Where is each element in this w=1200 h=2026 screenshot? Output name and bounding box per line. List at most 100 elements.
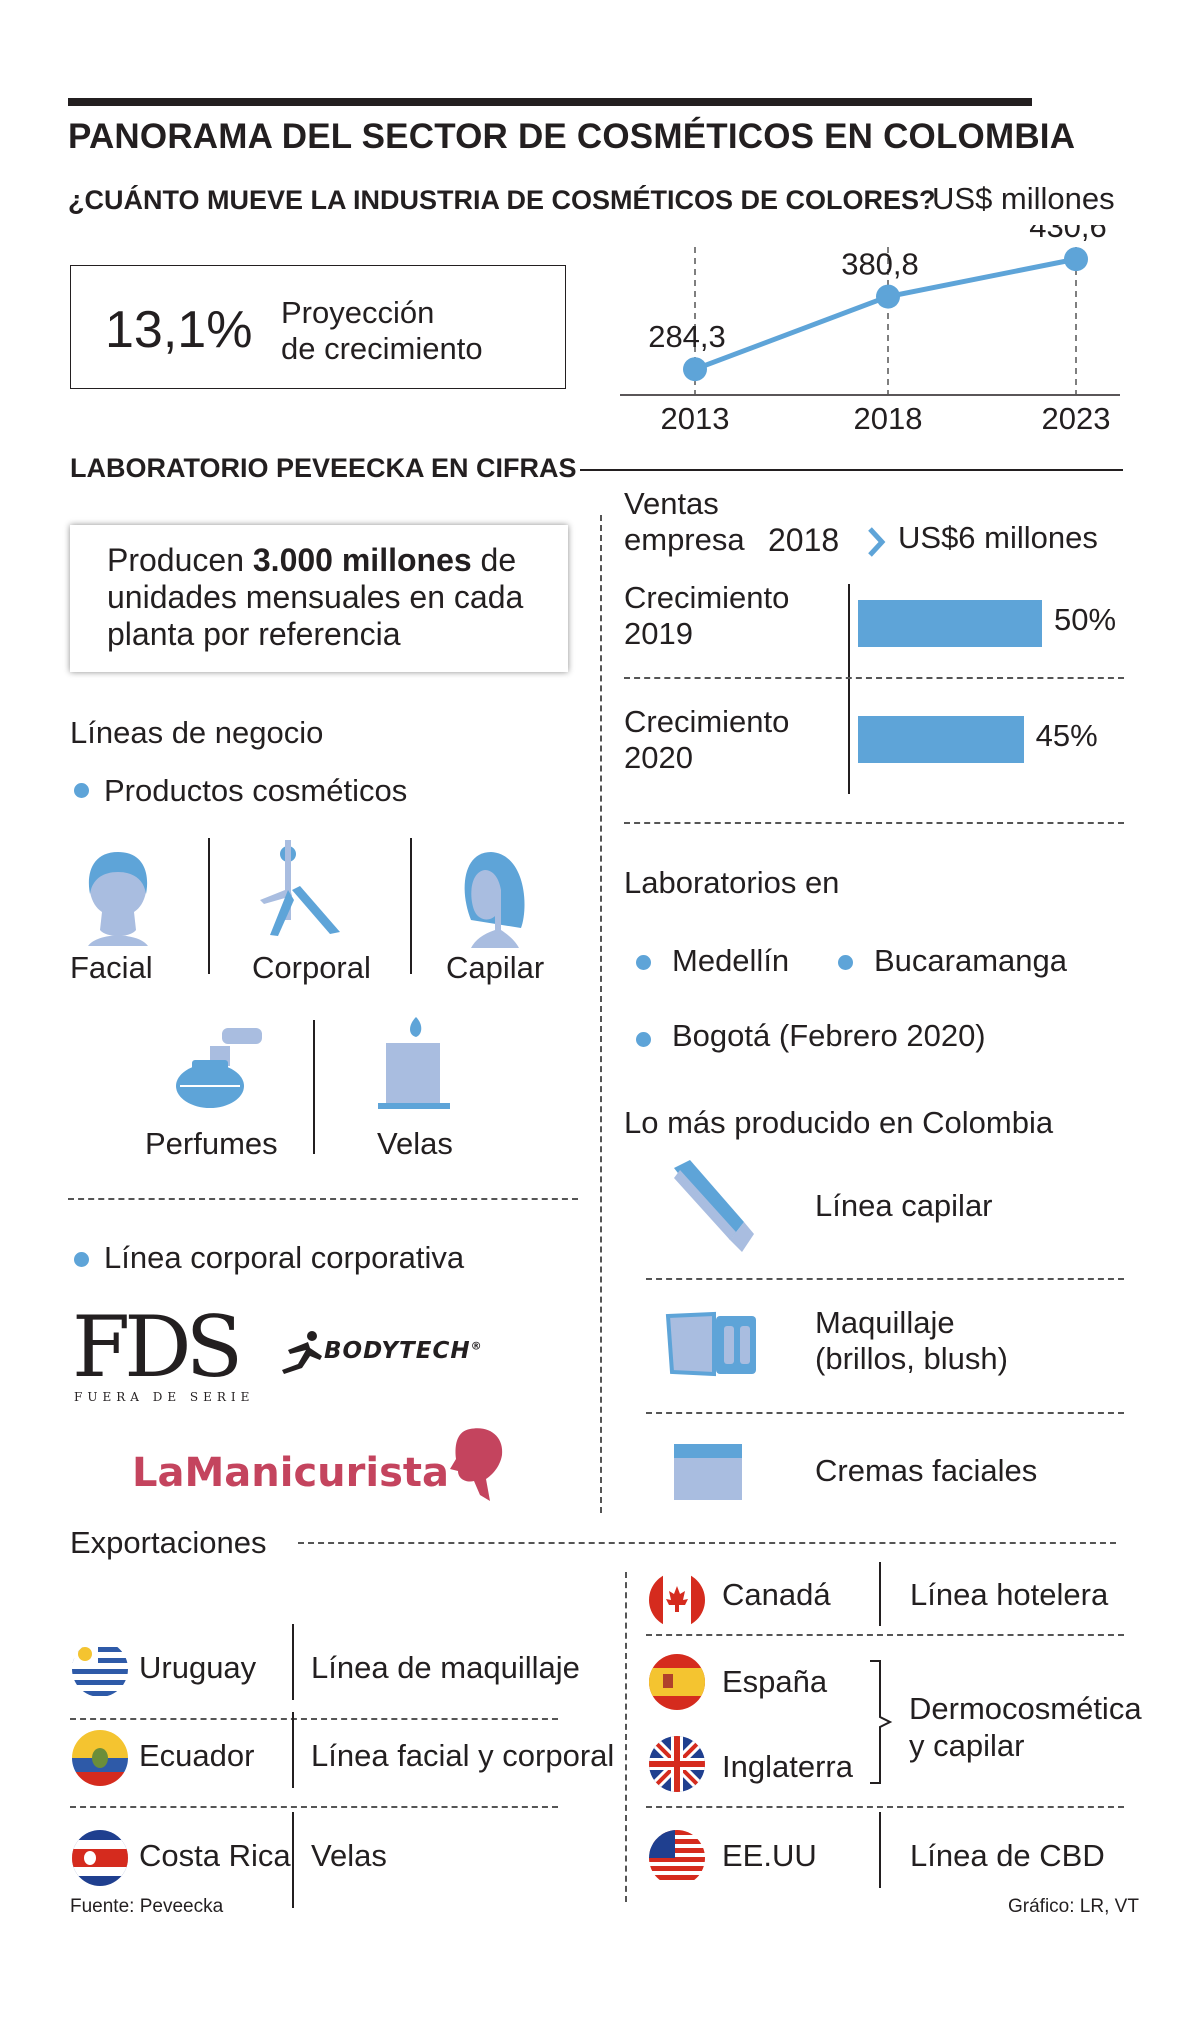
business-item-facial: Facial (70, 950, 153, 985)
row-divider (646, 1634, 1124, 1636)
bullet-dot (74, 1252, 89, 1267)
growth-label: Crecimiento 2020 (624, 704, 789, 776)
source-note: Fuente: Peveecka (70, 1896, 224, 1917)
fds-logo: FDS (72, 1298, 243, 1396)
page-title: PANORAMA DEL SECTOR DE COSMÉTICOS EN COL… (68, 117, 1076, 156)
data-label: 380,8 (841, 247, 919, 282)
export-country-usa: EE.UU (722, 1838, 817, 1873)
bodytech-logo-text: BODYTECH (324, 1338, 471, 1364)
data-point (876, 284, 900, 309)
most-produced-maquillaje: Maquillaje (brillos, blush) (815, 1305, 1008, 1377)
production-amount: 3.000 millones (252, 542, 472, 578)
x-tick-label: 2023 (1042, 401, 1111, 436)
most-produced-capilar: Línea capilar (815, 1188, 993, 1223)
ecuador-flag-icon (72, 1730, 128, 1786)
exports-center-divider (625, 1572, 627, 1902)
row-divider (624, 677, 1124, 679)
bullet-dot (74, 783, 89, 798)
chart-title: ¿CUÁNTO MUEVE LA INDUSTRIA DE COSMÉTICOS… (68, 185, 936, 215)
projection-box (70, 265, 566, 389)
x-tick-label: 2013 (661, 401, 730, 436)
row-divider (646, 1278, 1124, 1280)
bodytech-runner-icon (282, 1331, 322, 1374)
export-group-line2: y capilar (909, 1728, 1025, 1763)
most-produced-cremas: Cremas faciales (815, 1453, 1038, 1488)
lab-heading-rule (580, 469, 1123, 471)
business-item-perfumes: Perfumes (145, 1126, 278, 1161)
export-country-spain: España (722, 1664, 828, 1699)
lamanicurista-logo: LaManicurista (132, 1450, 450, 1496)
export-group-line1: Dermocosmética (909, 1691, 1142, 1726)
cream-jar-icon (674, 1444, 742, 1500)
row-divider (646, 1412, 1124, 1414)
labs-heading: Laboratorios en (624, 865, 840, 900)
makeup-palette-icon (665, 1311, 756, 1377)
top-rule (68, 98, 1032, 106)
production-box: Producen 3.000 millones de unidades mens… (70, 525, 568, 672)
projection-label: Proyección de crecimiento (281, 295, 483, 367)
divider (879, 1812, 881, 1888)
export-country-ecuador: Ecuador (139, 1738, 255, 1773)
x-tick-label: 2018 (854, 401, 923, 436)
divider (292, 1712, 294, 1788)
divider (292, 1812, 294, 1908)
export-line-ecuador: Línea facial y corporal (311, 1738, 615, 1773)
lab-city-medellin: Medellín (672, 943, 790, 978)
bullet-dot (838, 955, 853, 970)
divider (410, 838, 412, 974)
candle-icon (378, 1017, 450, 1109)
uruguay-flag-icon (72, 1641, 128, 1697)
divider (879, 1562, 881, 1626)
costa-rica-flag-icon (72, 1830, 128, 1886)
most-produced-maquillaje-line1: Maquillaje (815, 1305, 955, 1340)
growth-bar (858, 600, 1042, 647)
most-produced-maquillaje-line2: (brillos, blush) (815, 1341, 1008, 1376)
chart-unit: US$ millones (932, 181, 1115, 216)
products-label: Productos cosméticos (104, 773, 408, 808)
lamanicurista-silhouette-icon (450, 1428, 503, 1501)
data-point (683, 357, 707, 382)
sales-label-line2: empresa (624, 522, 745, 557)
bar-axis (848, 584, 850, 794)
section-divider (68, 1198, 578, 1200)
corporate-label: Línea corporal corporativa (104, 1240, 465, 1275)
export-line-canada: Línea hotelera (910, 1577, 1109, 1612)
export-country-canada: Canadá (722, 1577, 831, 1612)
bodytech-logo: BODYTECH® (324, 1338, 483, 1364)
row-divider (646, 1806, 1124, 1808)
business-item-corporal: Corporal (252, 950, 371, 985)
growth-bar-label: 45% (1035, 718, 1098, 753)
exports-heading: Exportaciones (70, 1525, 267, 1560)
data-label: 430,6 (1029, 225, 1107, 244)
export-country-uruguay: Uruguay (139, 1650, 257, 1685)
bodytech-registered-mark: ® (470, 1339, 483, 1353)
bullet-dot (636, 955, 651, 970)
fds-logo-subtitle: FUERA DE SERIE (74, 1390, 255, 1404)
growth-label-line2: 2020 (624, 740, 693, 775)
data-point (1064, 247, 1088, 272)
bullet-dot (636, 1032, 651, 1047)
lab-city-bucaramanga: Bucaramanga (874, 943, 1068, 978)
row-divider (70, 1806, 558, 1808)
export-line-spain-england: Dermocosmética y capilar (909, 1690, 1142, 1764)
divider (313, 1020, 315, 1154)
projection-label-line2: de crecimiento (281, 331, 483, 366)
lab-city-bogota: Bogotá (Febrero 2020) (672, 1018, 986, 1053)
sales-value: US$6 millones (898, 520, 1098, 555)
perfume-icon (176, 1028, 262, 1108)
data-label: 284,3 (648, 319, 726, 354)
sales-label: Ventas empresa (624, 486, 745, 558)
line-chart: 2013 2018 2023 284,3 380,8 430,6 (620, 225, 1120, 436)
business-item-velas: Velas (377, 1126, 453, 1161)
divider (292, 1624, 294, 1700)
canada-flag-icon (649, 1572, 705, 1628)
divider (208, 838, 210, 974)
growth-bar-label: 50% (1054, 602, 1117, 637)
uk-flag-icon (649, 1736, 705, 1792)
sales-label-line1: Ventas (624, 486, 719, 521)
export-line-costa-rica: Velas (311, 1838, 387, 1873)
chevron-right-icon (868, 527, 886, 557)
section-divider (624, 822, 1124, 824)
growth-label-line1: Crecimiento (624, 580, 790, 615)
hair-icon (464, 852, 525, 948)
